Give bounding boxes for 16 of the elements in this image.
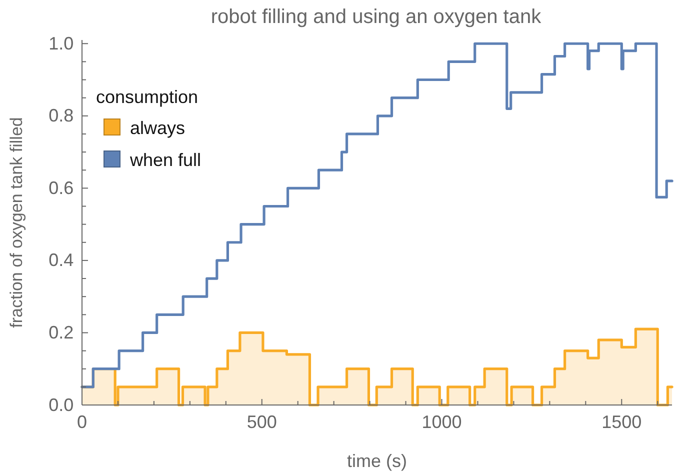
y-tick-label: 0.4 — [48, 250, 74, 270]
x-axis-title: time (s) — [347, 451, 407, 471]
y-tick-label: 0.2 — [48, 322, 74, 342]
y-axis-title: fraction of oxygen tank filled — [7, 117, 26, 328]
legend-title: consumption — [96, 87, 198, 107]
y-tick-label: 0.6 — [48, 178, 74, 198]
legend-label: when full — [129, 150, 202, 170]
chart-title: robot filling and using an oxygen tank — [210, 6, 542, 28]
x-tick-label: 1500 — [602, 412, 642, 432]
x-tick-label: 500 — [246, 412, 277, 432]
legend-label: always — [130, 118, 186, 138]
x-tick-label: 1000 — [422, 412, 462, 432]
y-tick-label: 0.0 — [48, 394, 74, 415]
y-tick-label: 1.0 — [48, 33, 74, 54]
y-tick-label: 0.8 — [48, 106, 74, 126]
x-tick-label: 0 — [76, 412, 88, 432]
